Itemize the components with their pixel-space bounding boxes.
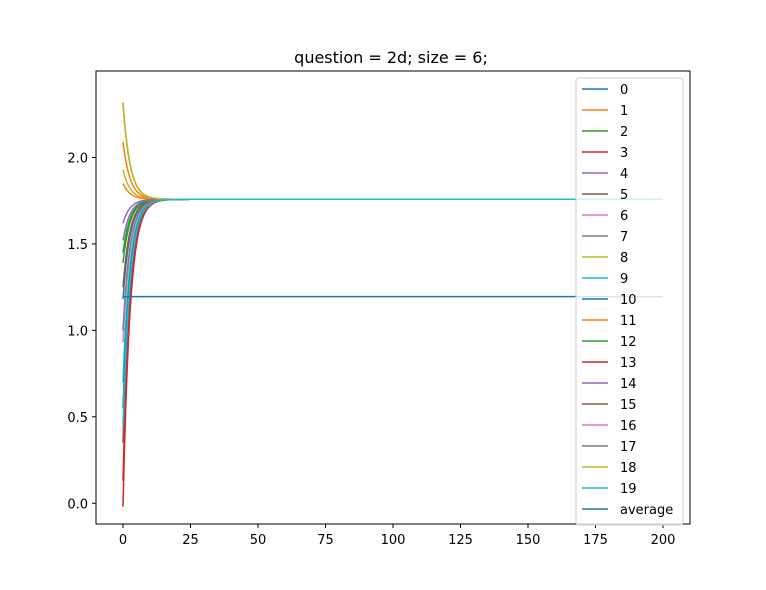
- y-tick-label: 1.0: [67, 324, 88, 339]
- x-tick-label: 175: [583, 533, 608, 548]
- legend-label: 17: [620, 440, 637, 455]
- legend-box: [575, 77, 684, 526]
- legend-label: 5: [620, 188, 628, 203]
- legend-label: 19: [620, 482, 637, 497]
- legend-label: 10: [620, 293, 637, 308]
- legend-label: 15: [620, 398, 637, 413]
- series-line-19: [122, 198, 663, 426]
- legend-label: 16: [620, 419, 637, 434]
- legend-label: 6: [620, 209, 628, 224]
- x-tick-label: 100: [381, 533, 406, 548]
- legend-label: 0: [620, 83, 628, 98]
- plot-lines: [122, 102, 663, 507]
- legend-label: 3: [620, 146, 628, 161]
- x-axis: 0 25 50 75 100 125 150 175 200: [119, 524, 676, 548]
- legend-label: average: [620, 503, 673, 518]
- legend-label: 1: [620, 104, 628, 119]
- x-tick-label: 125: [448, 533, 473, 548]
- legend-label: 2: [620, 125, 628, 140]
- x-tick-label: 25: [182, 533, 199, 548]
- legend-label: 18: [620, 461, 637, 476]
- legend-label: 11: [620, 314, 637, 329]
- x-tick-label: 150: [516, 533, 541, 548]
- legend-label: 4: [620, 167, 628, 182]
- legend-label: 13: [620, 356, 637, 371]
- x-tick-label: 75: [317, 533, 334, 548]
- x-tick-label: 50: [250, 533, 267, 548]
- y-axis: 0.0 0.5 1.0 1.5 2.0: [67, 151, 96, 512]
- x-tick-label: 0: [119, 533, 127, 548]
- legend-label: 14: [620, 377, 637, 392]
- legend-label: 7: [620, 230, 628, 245]
- legend-label: 9: [620, 272, 628, 287]
- y-tick-label: 0.0: [67, 497, 88, 512]
- y-tick-label: 2.0: [67, 151, 88, 166]
- x-tick-label: 200: [651, 533, 676, 548]
- legend-label: 8: [620, 251, 628, 266]
- legend-label: 12: [620, 335, 637, 350]
- chart-title: question = 2d; size = 6;: [294, 48, 488, 67]
- y-tick-label: 0.5: [67, 411, 88, 426]
- y-tick-label: 1.5: [67, 238, 88, 253]
